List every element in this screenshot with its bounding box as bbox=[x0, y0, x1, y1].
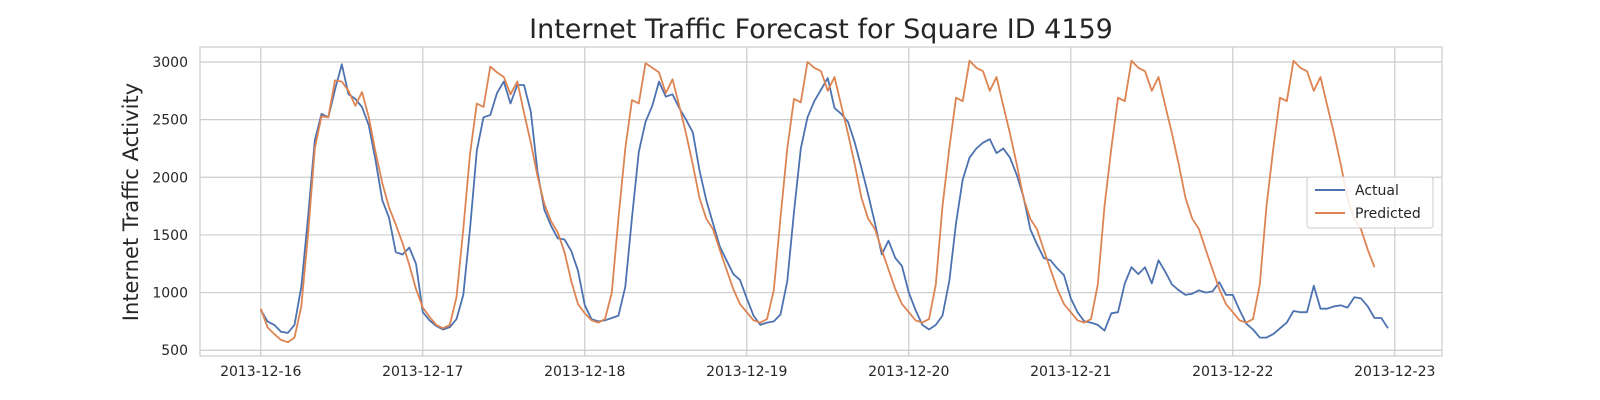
x-tick-label: 2013-12-18 bbox=[544, 364, 625, 380]
x-tick-label: 2013-12-22 bbox=[1192, 364, 1273, 380]
y-tick-label: 2500 bbox=[152, 113, 188, 129]
y-tick-label: 2000 bbox=[152, 170, 188, 186]
chart-title: Internet Traffic Forecast for Square ID … bbox=[529, 14, 1113, 45]
plot-frame bbox=[199, 46, 1443, 357]
x-tick-label: 2013-12-17 bbox=[382, 364, 463, 380]
y-tick-label: 3000 bbox=[152, 55, 188, 71]
legend-label-actual: Actual bbox=[1355, 183, 1399, 199]
x-tick-label: 2013-12-16 bbox=[220, 364, 301, 380]
series-line-predicted bbox=[259, 59, 1376, 344]
x-tick-label: 2013-12-20 bbox=[868, 364, 949, 380]
x-tick-label: 2013-12-23 bbox=[1354, 364, 1435, 380]
series-lines bbox=[259, 59, 1389, 344]
y-tick-label: 1000 bbox=[152, 286, 188, 302]
series-line-actual bbox=[260, 63, 1389, 339]
y-tick-label: 500 bbox=[161, 343, 188, 359]
x-tick-label: 2013-12-19 bbox=[706, 364, 787, 380]
axis-ticks: 500 1000 1500 2000 2500 3000 2013-12-16 2013-12… bbox=[152, 55, 1435, 380]
legend-label-predicted: Predicted bbox=[1355, 206, 1421, 222]
y-tick-label: 1500 bbox=[152, 228, 188, 244]
legend: Actual Predicted bbox=[1306, 176, 1434, 229]
y-axis-label: Internet Traffic Activity bbox=[119, 83, 143, 321]
x-tick-label: 2013-12-21 bbox=[1030, 364, 1111, 380]
